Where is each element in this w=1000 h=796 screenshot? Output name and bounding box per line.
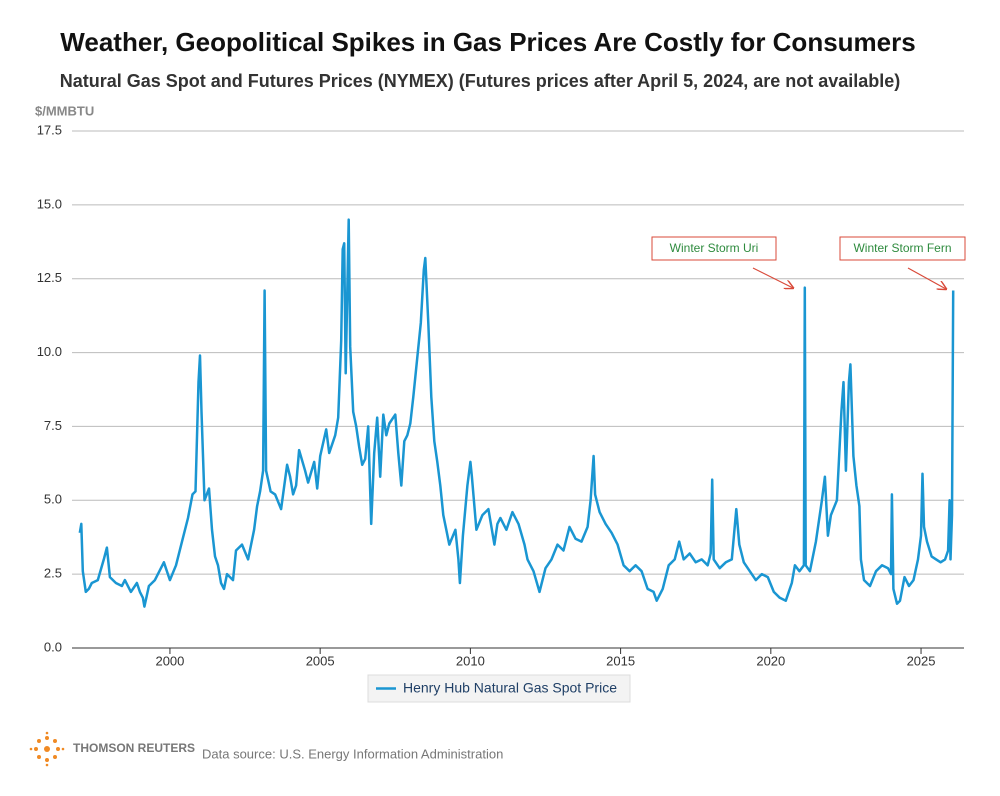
y-tick-label: 12.5: [37, 270, 62, 285]
annotation-arrow: [907, 267, 946, 289]
y-tick-label: 15.0: [37, 196, 62, 211]
y-tick-label: 10.0: [37, 344, 62, 359]
x-tick-label: 2010: [456, 653, 485, 668]
legend-label[interactable]: Henry Hub Natural Gas Spot Price: [403, 680, 617, 696]
y-tick-label: 17.5: [37, 122, 62, 137]
annotation-arrow: [752, 267, 793, 288]
logo-mark: [29, 731, 65, 767]
source-note: Data source: U.S. Energy Information Adm…: [202, 746, 503, 761]
legend-box: [367, 674, 631, 703]
y-axis-label: $/MMBTU: [35, 103, 94, 118]
chart-title: Weather, Geopolitical Spikes in Gas Pric…: [60, 27, 915, 57]
logo-text: THOMSON REUTERS: [73, 741, 195, 755]
y-tick-label: 5.0: [44, 492, 62, 507]
x-tick-label: 2015: [606, 653, 635, 668]
x-tick-label: 2025: [907, 653, 936, 668]
annotation-box: [839, 236, 966, 261]
x-tick-label: 2005: [306, 653, 335, 668]
data-line: [78, 218, 955, 608]
y-tick-label: 0.0: [44, 639, 62, 654]
annotation-text: Winter Storm Uri: [670, 241, 759, 255]
annotation-text: Winter Storm Fern: [853, 241, 951, 255]
x-tick-label: 2000: [155, 653, 184, 668]
annotation-box: [651, 236, 777, 261]
y-tick-label: 7.5: [44, 418, 62, 433]
x-tick-label: 2020: [756, 653, 785, 668]
y-tick-label: 2.5: [44, 566, 62, 581]
chart-subtitle: Natural Gas Spot and Futures Prices (NYM…: [60, 71, 901, 91]
